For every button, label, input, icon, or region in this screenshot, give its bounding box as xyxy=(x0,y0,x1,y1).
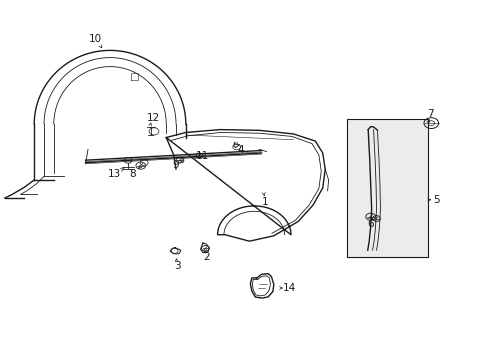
Text: 1: 1 xyxy=(261,197,268,207)
Text: 3: 3 xyxy=(173,261,180,271)
Text: 12: 12 xyxy=(146,113,160,123)
Text: 5: 5 xyxy=(432,195,439,205)
Text: 7: 7 xyxy=(426,109,433,120)
Text: 8: 8 xyxy=(129,168,136,179)
Text: 9: 9 xyxy=(172,160,179,170)
Text: 10: 10 xyxy=(89,34,102,44)
Text: 11: 11 xyxy=(196,150,209,161)
Text: 6: 6 xyxy=(366,219,373,229)
Bar xyxy=(346,119,427,257)
Text: 4: 4 xyxy=(237,145,244,156)
Text: 2: 2 xyxy=(203,252,209,262)
Text: 14: 14 xyxy=(282,283,296,293)
Text: 13: 13 xyxy=(107,168,121,179)
